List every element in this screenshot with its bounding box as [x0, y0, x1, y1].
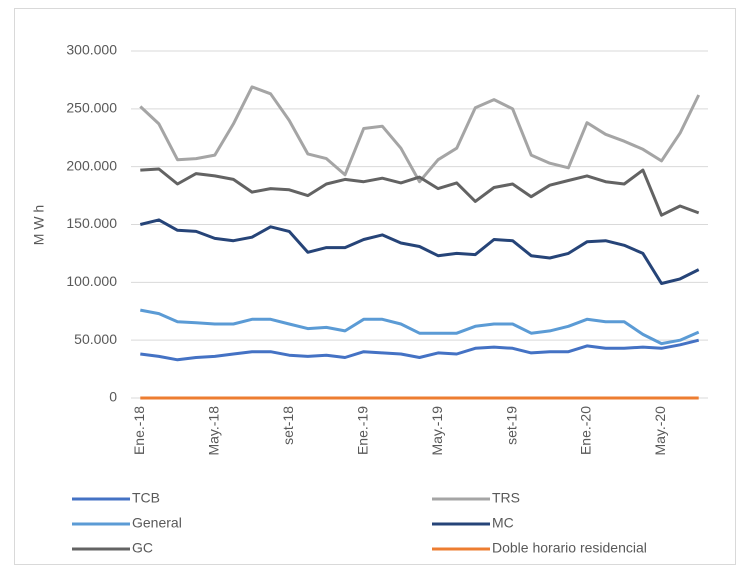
x-tick-label: May.-18 [205, 406, 221, 456]
x-tick-label: May.-20 [652, 406, 668, 456]
series-line [140, 167, 700, 217]
y-axis-label: M W h [31, 205, 47, 245]
y-tick-label: 300.000 [66, 42, 117, 58]
legend-label: GC [132, 540, 153, 556]
y-tick-label: 200.000 [66, 157, 117, 173]
legend-label: Doble horario residencial [492, 540, 647, 556]
series-line [140, 308, 700, 346]
legend-label: General [132, 515, 182, 531]
x-tick-label: Ene.-19 [354, 406, 370, 455]
x-tick-label: May.-19 [429, 406, 445, 456]
legend-label: MC [492, 515, 514, 531]
y-tick-label: 250.000 [66, 100, 117, 116]
series-line [139, 85, 701, 184]
chart-frame [14, 8, 736, 565]
x-tick-label: Ene.-18 [131, 406, 147, 455]
legend-label: TRS [492, 490, 520, 506]
y-tick-label: 0 [109, 389, 117, 405]
x-tick-label: Ene.-20 [578, 406, 594, 455]
series-line [139, 218, 700, 285]
legend-label: TCB [132, 490, 160, 506]
y-tick-label: 100.000 [66, 273, 117, 289]
x-tick-label: set-18 [280, 406, 296, 445]
y-tick-label: 150.000 [66, 215, 117, 231]
series-line [140, 338, 700, 362]
y-tick-label: 50.000 [74, 331, 117, 347]
x-tick-label: set-19 [503, 406, 519, 445]
